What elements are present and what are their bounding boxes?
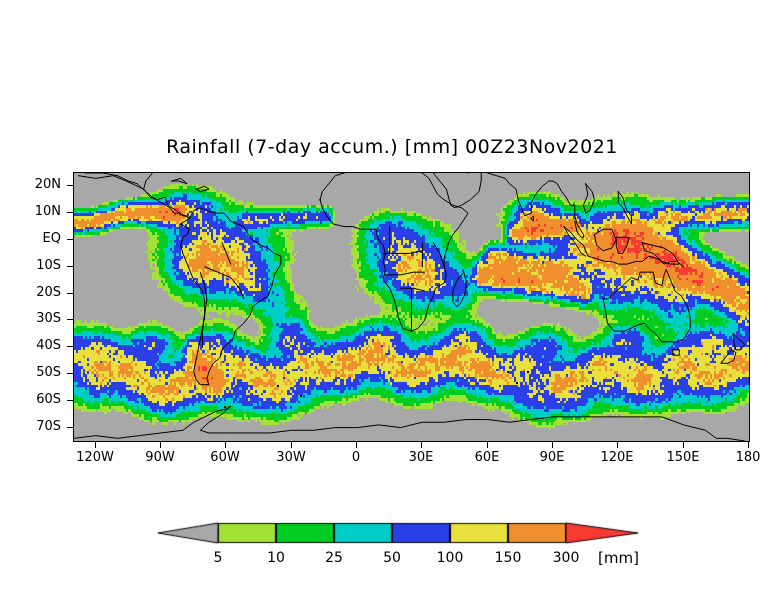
- latitude-tick-label: 10N: [34, 204, 61, 219]
- longitude-tick-label: 60W: [210, 450, 240, 465]
- longitude-tick: [421, 442, 422, 448]
- colorbar-tick-label: 300: [552, 550, 580, 566]
- longitude-tick-label: 60E: [474, 450, 500, 465]
- latitude-tick-label: 60S: [36, 392, 61, 407]
- longitude-tick: [683, 442, 684, 448]
- longitude-tick-label: 90W: [145, 450, 175, 465]
- longitude-tick: [225, 442, 226, 448]
- page-title: Rainfall (7-day accum.) [mm] 00Z23Nov202…: [166, 136, 618, 158]
- rainfall-raster: [74, 173, 749, 441]
- longitude-tick: [160, 442, 161, 448]
- colorbar-tick-label: 50: [383, 550, 401, 566]
- latitude-tick-label: 50S: [36, 365, 61, 380]
- colorbar-unit-label: [mm]: [598, 549, 639, 567]
- latitude-tick: [67, 346, 73, 347]
- longitude-tick-label: 0: [351, 450, 361, 465]
- colorbar-tick-label: 25: [325, 550, 343, 566]
- latitude-tick-label: 10S: [36, 258, 61, 273]
- longitude-tick-label: 180: [735, 450, 761, 465]
- latitude-tick: [67, 427, 73, 428]
- latitude-tick: [67, 373, 73, 374]
- latitude-tick: [67, 266, 73, 267]
- longitude-tick: [748, 442, 749, 448]
- latitude-tick-label: 20S: [36, 285, 61, 300]
- longitude-tick-label: 90E: [539, 450, 565, 465]
- latitude-tick-label: 30S: [36, 311, 61, 326]
- longitude-tick-label: 120W: [76, 450, 114, 465]
- longitude-tick-label: 150E: [666, 450, 700, 465]
- longitude-tick: [95, 442, 96, 448]
- longitude-tick: [487, 442, 488, 448]
- latitude-tick: [67, 212, 73, 213]
- longitude-tick-label: 30E: [408, 450, 434, 465]
- latitude-tick: [67, 319, 73, 320]
- map-plot-area: [73, 172, 750, 442]
- latitude-tick-label: 20N: [34, 177, 61, 192]
- longitude-tick: [552, 442, 553, 448]
- latitude-tick: [67, 293, 73, 294]
- colorbar-swatches: [155, 518, 645, 548]
- latitude-tick: [67, 239, 73, 240]
- longitude-tick-label: 120E: [600, 450, 634, 465]
- colorbar-tick-label: 5: [213, 550, 223, 566]
- colorbar-tick-label: 100: [436, 550, 464, 566]
- longitude-tick-label: 30W: [276, 450, 306, 465]
- latitude-tick-label: EQ: [42, 231, 61, 246]
- latitude-tick-label: 70S: [36, 419, 61, 434]
- latitude-tick-label: 40S: [36, 338, 61, 353]
- longitude-tick: [617, 442, 618, 448]
- colorbar-tick-label: 150: [494, 550, 522, 566]
- latitude-tick: [67, 185, 73, 186]
- colorbar-tick-label: 10: [267, 550, 285, 566]
- colorbar: [mm] 5 10 25 50 100 150 300: [0, 518, 784, 578]
- longitude-tick: [356, 442, 357, 448]
- latitude-tick: [67, 400, 73, 401]
- longitude-tick: [291, 442, 292, 448]
